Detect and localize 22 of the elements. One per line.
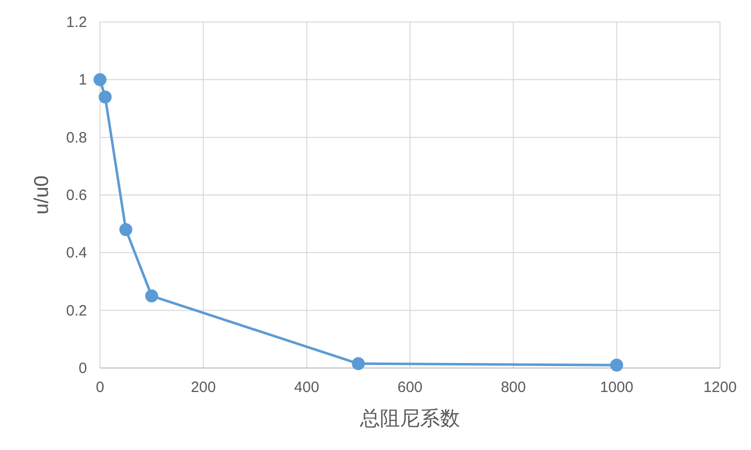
point: [94, 73, 106, 86]
point: [119, 223, 132, 236]
x-tick-label: 1200: [703, 379, 737, 396]
point: [145, 289, 158, 302]
y-tick-label: 1.2: [66, 14, 87, 31]
x-tick-label: 400: [294, 379, 320, 396]
x-tick-label: 1000: [600, 379, 634, 396]
point: [98, 90, 112, 104]
point: [610, 358, 624, 372]
x-tick-label: 0: [96, 379, 104, 396]
y-tick-label: 0.4: [66, 244, 87, 262]
point: [352, 357, 365, 370]
x-tick-label: 800: [500, 379, 526, 396]
y-tick-label: 0.8: [66, 129, 87, 146]
y-tick-label: 0.2: [66, 302, 87, 320]
y-tick-label: 1: [78, 72, 87, 89]
x-axis-title: 总阻尼系数: [359, 408, 460, 430]
x-tick-label: 600: [397, 379, 423, 396]
x-tick-label: 200: [190, 379, 216, 396]
y-tick-label: 0.6: [66, 187, 87, 204]
y-tick-label: 0: [78, 360, 87, 377]
y-axis-title: u/u0: [31, 176, 53, 214]
